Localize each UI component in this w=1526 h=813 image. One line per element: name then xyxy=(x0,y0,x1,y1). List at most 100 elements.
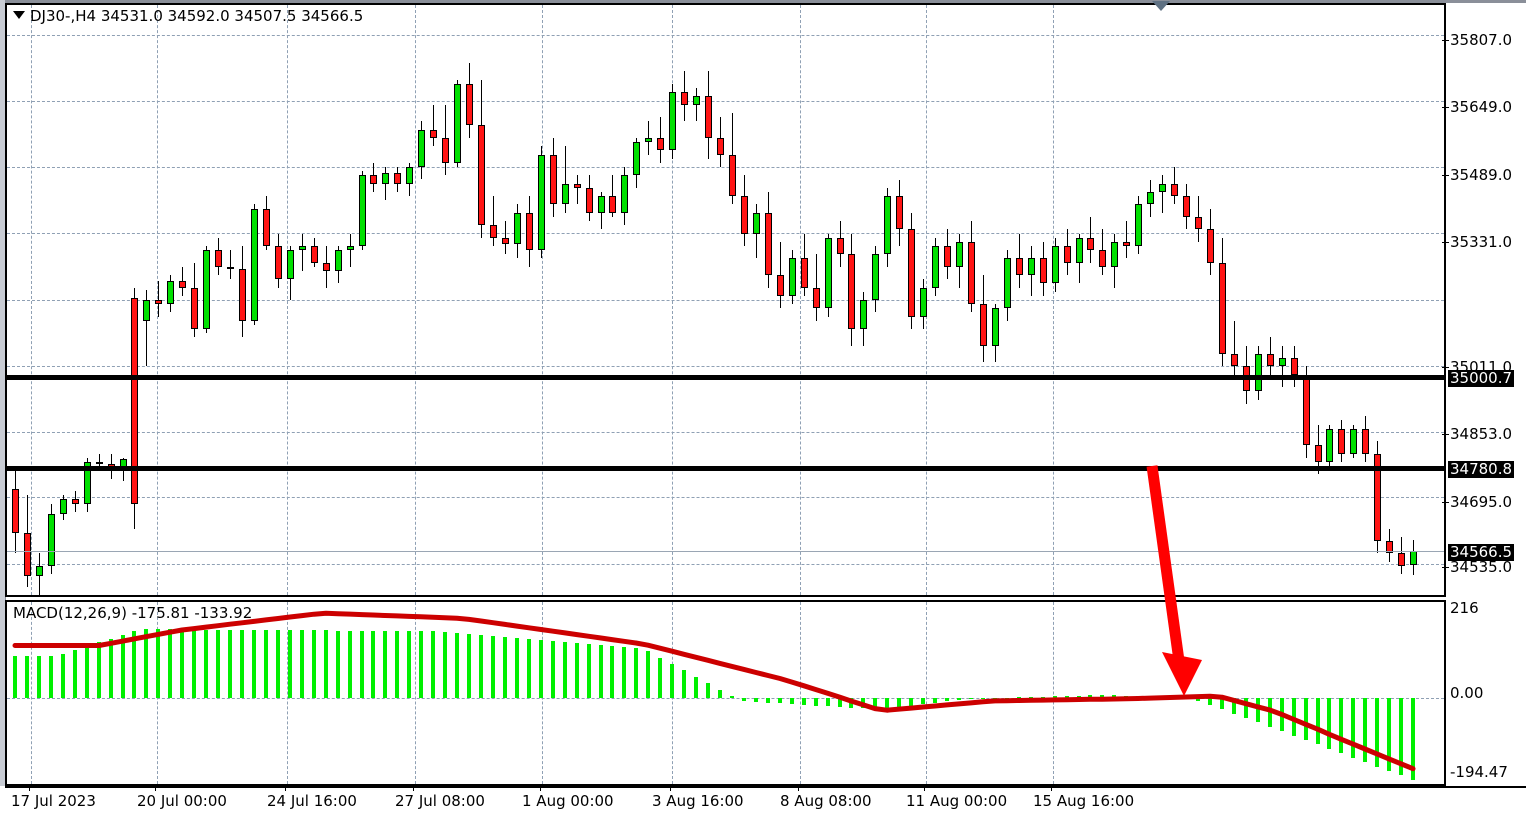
time-axis-label: 1 Aug 00:00 xyxy=(522,792,614,810)
candle-body xyxy=(669,92,676,151)
candle-body xyxy=(932,245,939,288)
candle-body xyxy=(1291,358,1298,375)
candle-body xyxy=(609,196,616,213)
candle-body xyxy=(48,513,55,566)
candle-body xyxy=(12,489,19,533)
macd-histogram-bar xyxy=(957,697,961,700)
macd-histogram-bar xyxy=(1268,697,1272,727)
candle-body xyxy=(1279,358,1286,367)
candle-body xyxy=(657,137,664,151)
candle-body xyxy=(944,245,951,267)
candle-body xyxy=(287,250,294,280)
macd-axis-label: 216 xyxy=(1450,599,1479,617)
candle-body xyxy=(24,532,31,577)
macd-histogram-bar xyxy=(324,630,328,698)
grid-line-vertical xyxy=(415,602,416,784)
macd-axis[interactable]: 216 0.00 -194.47 xyxy=(1446,600,1526,786)
candle-wick xyxy=(302,233,303,271)
macd-histogram-bar xyxy=(1339,697,1343,754)
macd-histogram-bar xyxy=(383,630,387,698)
macd-histogram-bar xyxy=(348,630,352,698)
candle-body xyxy=(143,300,150,321)
macd-histogram-bar xyxy=(1053,696,1057,698)
candle-wick xyxy=(505,221,506,255)
macd-histogram-bar xyxy=(192,629,196,698)
candle-body xyxy=(430,129,437,138)
candle-wick xyxy=(1126,221,1127,259)
macd-histogram-bar xyxy=(37,655,41,698)
candle-wick xyxy=(577,175,578,205)
collapse-triangle-icon[interactable] xyxy=(13,11,25,19)
candle-body xyxy=(1207,229,1214,263)
time-axis[interactable]: 17 Jul 2023 20 Jul 00:00 24 Jul 16:00 27 Ju… xyxy=(5,786,1526,813)
macd-indicator-pane[interactable]: MACD(12,26,9) -175.81 -133.92 xyxy=(5,600,1446,786)
macd-histogram-bar xyxy=(682,670,686,698)
candle-body xyxy=(1362,428,1369,454)
price-chart-pane[interactable]: DJ30-,H4 34531.0 34592.0 34507.5 34566.5 xyxy=(5,3,1446,597)
axis-tick xyxy=(1442,367,1449,368)
candle-wick xyxy=(493,196,494,246)
macd-histogram-bar xyxy=(1304,697,1308,740)
macd-histogram-bar xyxy=(969,697,973,699)
axis-tick xyxy=(1442,107,1449,108)
candle-body xyxy=(1398,553,1405,566)
price-level-line-last-price[interactable] xyxy=(7,551,1444,552)
macd-histogram-bar xyxy=(371,630,375,698)
candle-body xyxy=(179,281,186,288)
candle-body xyxy=(478,125,485,226)
candle-body xyxy=(633,142,640,176)
macd-histogram-bar xyxy=(252,629,256,698)
candle-body xyxy=(1004,258,1011,309)
price-level-line-resistance[interactable] xyxy=(7,375,1444,380)
candle-body xyxy=(466,83,473,126)
time-axis-label: 27 Jul 08:00 xyxy=(395,792,485,810)
price-axis[interactable]: 35807.0 35649.0 35489.0 35331.0 35011.0 35000… xyxy=(1442,3,1526,597)
candle-body xyxy=(215,250,222,267)
grid-line-horizontal xyxy=(7,366,1444,368)
candle-body xyxy=(1087,237,1094,251)
bar-position-marker-icon xyxy=(1152,1,1170,11)
price-axis-label: 34535.0 xyxy=(1450,558,1513,576)
candle-body xyxy=(1016,258,1023,276)
macd-histogram-bar xyxy=(1124,695,1128,698)
macd-histogram-bar xyxy=(264,629,268,698)
macd-histogram-bar xyxy=(503,637,507,698)
candle-body xyxy=(1195,216,1202,230)
candle-body xyxy=(860,300,867,330)
candle-body xyxy=(574,183,581,188)
price-axis-label: 35649.0 xyxy=(1450,98,1513,116)
candle-wick xyxy=(182,266,183,296)
macd-histogram-bar xyxy=(1351,697,1355,758)
grid-line-horizontal xyxy=(7,563,1444,565)
candle-wick xyxy=(696,88,697,122)
candle-wick xyxy=(433,104,434,147)
macd-histogram-bar xyxy=(491,636,495,698)
grid-line-vertical xyxy=(926,602,927,784)
candle-body xyxy=(167,281,174,305)
macd-histogram-bar xyxy=(240,629,244,698)
candle-wick xyxy=(648,121,649,155)
candle-body xyxy=(1135,204,1142,246)
candle-body xyxy=(311,245,318,263)
macd-histogram-bar xyxy=(1100,695,1104,698)
candle-body xyxy=(1374,453,1381,541)
macd-axis-label: -194.47 xyxy=(1450,763,1508,781)
chart-title-row: DJ30-,H4 34531.0 34592.0 34507.5 34566.5 xyxy=(13,7,363,25)
grid-line-horizontal xyxy=(7,431,1444,433)
price-level-line-support[interactable] xyxy=(7,466,1444,471)
macd-histogram-bar xyxy=(1184,697,1188,699)
axis-tick xyxy=(285,786,286,791)
macd-histogram-bar xyxy=(1232,697,1236,714)
macd-histogram-bar xyxy=(706,683,710,698)
candle-body xyxy=(705,96,712,138)
candle-body xyxy=(992,308,999,346)
candle-body xyxy=(502,237,509,244)
macd-label: MACD(12,26,9) -175.81 -133.92 xyxy=(13,604,253,622)
candle-body xyxy=(323,262,330,271)
macd-histogram-bar xyxy=(1375,697,1379,767)
macd-histogram-bar xyxy=(563,642,567,698)
macd-histogram-bar xyxy=(1088,695,1092,698)
candle-body xyxy=(1147,191,1154,205)
candle-body xyxy=(980,304,987,346)
